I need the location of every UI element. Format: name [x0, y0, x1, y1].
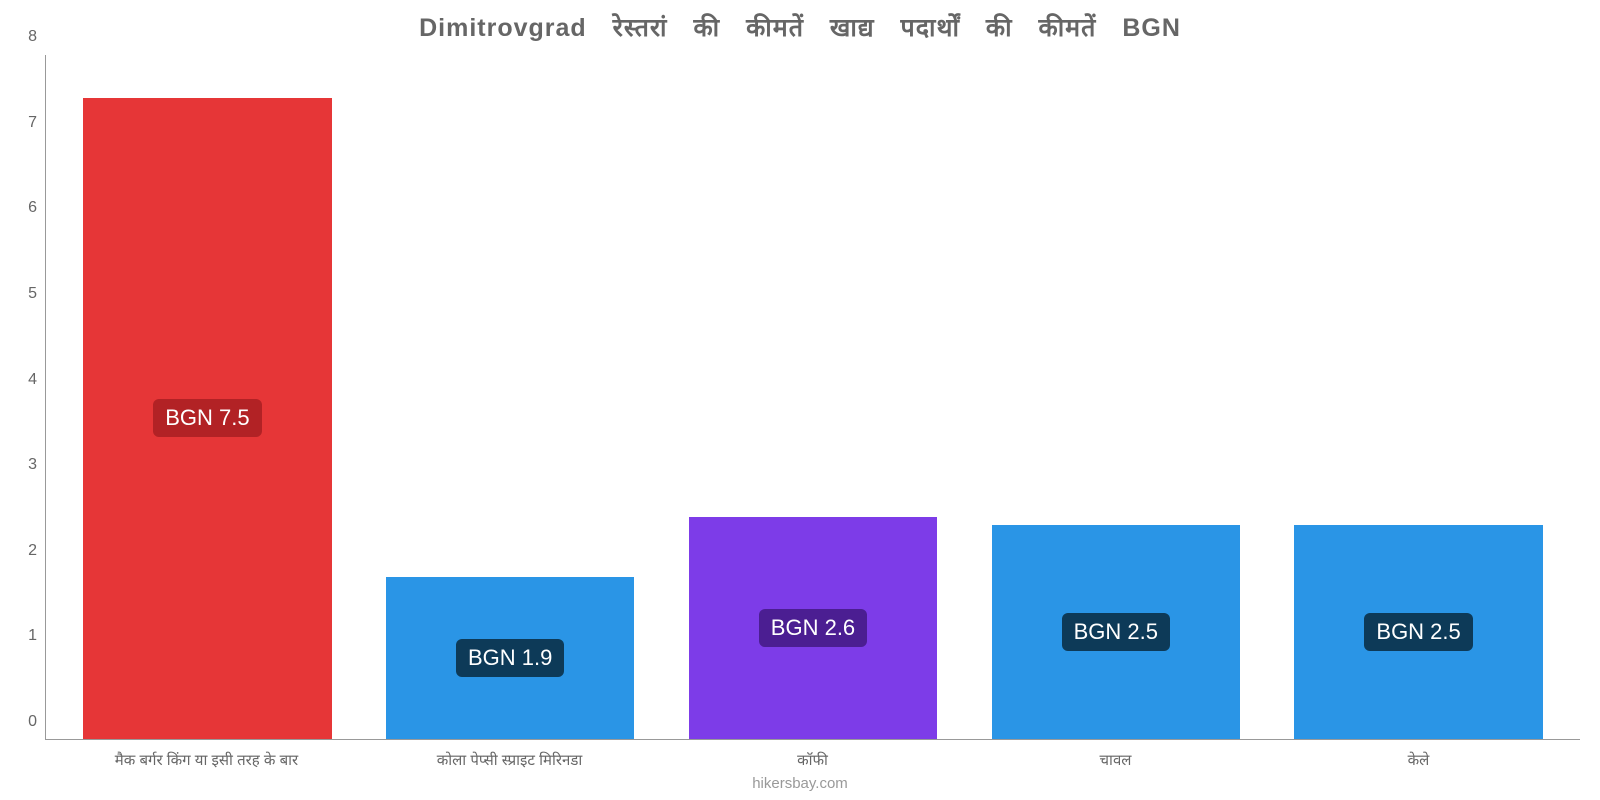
- x-axis-labels: मैक बर्गर किंग या इसी तरह के बारकोला पेप…: [45, 750, 1580, 770]
- bar: BGN 2.5: [992, 525, 1240, 739]
- chart-container: Dimitrovgrad रेस्तरां की कीमतें खाद्य पद…: [0, 0, 1600, 800]
- x-axis-label: चावल: [964, 750, 1267, 770]
- y-tick: 1: [28, 627, 37, 645]
- x-axis-label: मैक बर्गर किंग या इसी तरह के बार: [55, 750, 358, 770]
- y-tick: 4: [28, 371, 37, 389]
- footer-credit: hikersbay.com: [0, 775, 1600, 792]
- bar-value-label: BGN 1.9: [456, 639, 564, 677]
- x-axis-label: केले: [1267, 750, 1570, 770]
- x-axis-label: कोला पेप्सी स्प्राइट मिरिनडा: [358, 750, 661, 770]
- bar-slot: BGN 2.5: [964, 55, 1267, 739]
- y-tick: 7: [28, 114, 37, 132]
- plot-area: BGN 7.5 BGN 1.9 BGN 2.6 BGN 2.5 BGN 2.5: [45, 55, 1580, 740]
- x-axis-label: कॉफी: [661, 750, 964, 770]
- bars-group: BGN 7.5 BGN 1.9 BGN 2.6 BGN 2.5 BGN 2.5: [46, 55, 1580, 739]
- bar-slot: BGN 1.9: [359, 55, 662, 739]
- bar: BGN 2.6: [689, 517, 937, 739]
- y-tick: 5: [28, 285, 37, 303]
- bar-value-label: BGN 2.5: [1364, 613, 1472, 651]
- bar-value-label: BGN 7.5: [153, 399, 261, 437]
- bar: BGN 1.9: [386, 577, 634, 739]
- bar: BGN 7.5: [83, 98, 331, 739]
- bar-value-label: BGN 2.5: [1062, 613, 1170, 651]
- bar-value-label: BGN 2.6: [759, 609, 867, 647]
- y-tick: 2: [28, 542, 37, 560]
- y-tick: 6: [28, 199, 37, 217]
- y-tick: 0: [28, 713, 37, 731]
- y-axis: 012345678: [0, 55, 45, 740]
- chart-title: Dimitrovgrad रेस्तरां की कीमतें खाद्य पद…: [0, 0, 1600, 49]
- bar-slot: BGN 2.5: [1267, 55, 1570, 739]
- bar: BGN 2.5: [1294, 525, 1542, 739]
- y-tick: 8: [28, 28, 37, 46]
- y-tick: 3: [28, 456, 37, 474]
- bar-slot: BGN 7.5: [56, 55, 359, 739]
- bar-slot: BGN 2.6: [662, 55, 965, 739]
